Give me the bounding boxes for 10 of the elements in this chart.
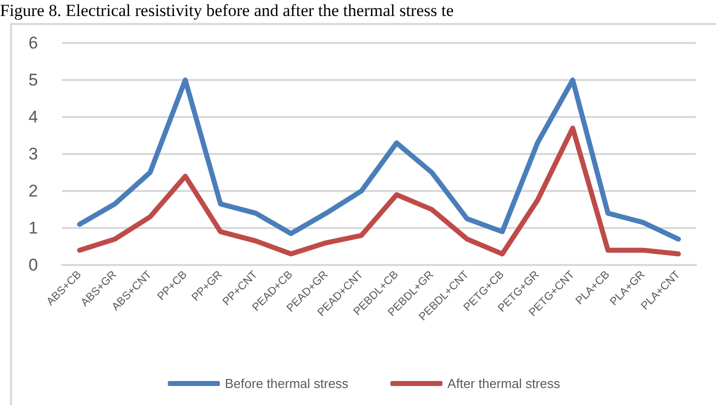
y-tick-label: 0	[28, 256, 38, 274]
legend-label: After thermal stress	[447, 376, 561, 391]
y-tick-label: 4	[28, 108, 38, 126]
y-tick-label: 3	[28, 144, 38, 164]
chart-title: Figure 8. Electrical resistivity before and after the thermal stress te	[0, 1, 454, 21]
y-tick-label: 1	[28, 218, 38, 238]
legend-label: Before thermal stress	[224, 376, 349, 391]
y-tick-label: 5	[28, 70, 38, 90]
y-tick-label: 6	[28, 34, 38, 52]
y-tick-label: 2	[28, 182, 38, 200]
